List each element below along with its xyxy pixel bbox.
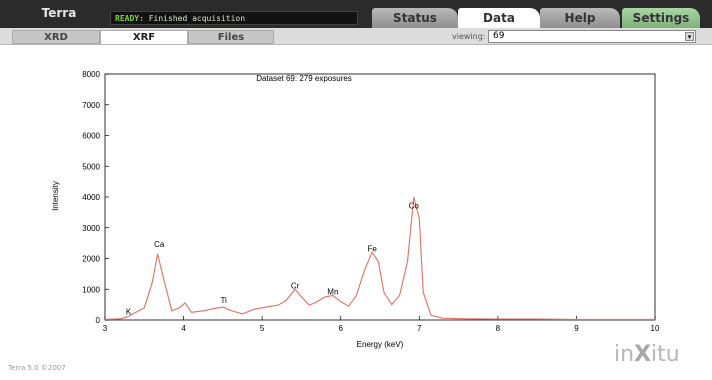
x-tick-label: 4	[181, 324, 186, 333]
y-axis-label: Intensity	[51, 181, 60, 211]
status-message: Finished acquisition	[148, 14, 246, 23]
y-tick-label: 5000	[82, 162, 100, 171]
y-tick-label: 7000	[82, 101, 100, 110]
x-tick-label: 8	[496, 324, 501, 333]
subtab-xrd[interactable]: XRD	[12, 30, 100, 44]
peak-label-fe: Fe	[367, 244, 377, 253]
y-tick-label: 6000	[82, 132, 100, 141]
viewing-select[interactable]: 69 ▾	[488, 30, 696, 43]
x-tick-label: 9	[574, 324, 579, 333]
viewing-label: viewing:	[452, 32, 486, 41]
y-tick-label: 0	[96, 316, 101, 325]
chart-title: Dataset 69: 279 exposures	[256, 74, 352, 83]
peak-label-k: K	[126, 307, 132, 316]
x-tick-label: 6	[338, 324, 343, 333]
app-name: Terra	[41, 6, 77, 20]
spectrum-line	[104, 196, 655, 320]
viewing-value: 69	[493, 31, 505, 41]
chevron-down-icon[interactable]: ▾	[685, 32, 694, 41]
x-tick-label: 5	[260, 324, 265, 333]
plot-frame	[104, 73, 656, 321]
y-tick-label: 4000	[82, 193, 100, 202]
sub-tab-bar: XRD XRF Files viewing: 69 ▾	[0, 28, 712, 45]
status-ready: READY:	[115, 14, 144, 23]
peak-label-co: Co	[409, 201, 420, 210]
peak-label-mn: Mn	[327, 287, 338, 296]
status-bar: READY: Finished acquisition	[110, 11, 358, 25]
peak-label-ti: Ti	[220, 296, 227, 305]
inxitu-logo: inXitu	[614, 342, 680, 367]
top-bar: Terra READY: Finished acquisition Status…	[0, 0, 712, 29]
subtab-files[interactable]: Files	[188, 30, 274, 44]
peak-label-cr: Cr	[291, 281, 300, 290]
tab-settings[interactable]: Settings	[622, 8, 700, 28]
tab-help[interactable]: Help	[540, 8, 620, 28]
x-tick-label: 10	[651, 324, 660, 333]
y-tick-label: 8000	[82, 70, 100, 79]
x-tick-label: 3	[103, 324, 108, 333]
tab-data[interactable]: Data	[458, 8, 540, 29]
x-axis-label: Energy (keV)	[357, 340, 404, 349]
xrf-spectrum-chart: Dataset 69: 279 exposures Energy (keV) I…	[51, 70, 660, 349]
x-tick-label: 7	[417, 324, 422, 333]
y-tick-label: 2000	[82, 255, 100, 264]
version-text: Terra 5.0 ©2007	[8, 364, 66, 372]
tab-status[interactable]: Status	[372, 8, 458, 28]
subtab-xrf[interactable]: XRF	[100, 30, 188, 44]
y-tick-label: 3000	[82, 224, 100, 233]
peak-label-ca: Ca	[154, 240, 165, 249]
y-tick-label: 1000	[82, 285, 100, 294]
